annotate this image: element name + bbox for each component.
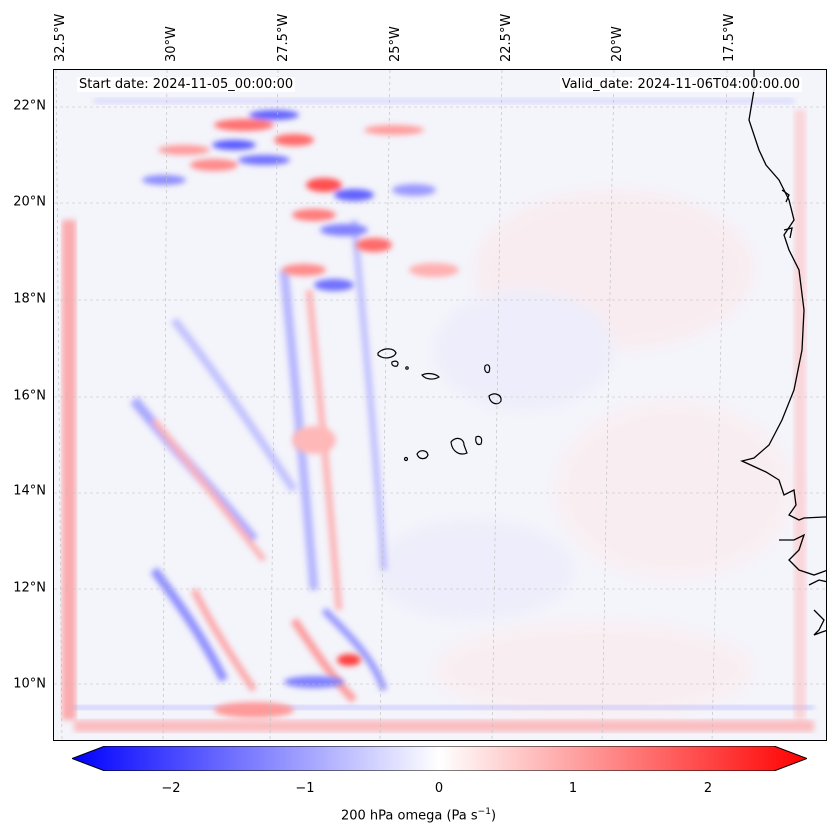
lat-label-20n: 20°N bbox=[13, 194, 46, 210]
lon-label-17-5w: 17.5°W bbox=[722, 13, 737, 62]
colorbar-tick-1: 1 bbox=[568, 781, 578, 796]
map-panel bbox=[53, 69, 827, 741]
lat-label-10n: 10°N bbox=[13, 676, 46, 692]
omega-field bbox=[54, 70, 826, 740]
colorbar-tick-minus1: −1 bbox=[295, 781, 315, 796]
valid-date-label: Valid_date: 2024-11-06T04:00:00.00 bbox=[559, 77, 802, 92]
colorbar-tick-2: 2 bbox=[703, 781, 713, 796]
lat-label-12n: 12°N bbox=[13, 580, 46, 596]
lat-label-14n: 14°N bbox=[13, 483, 46, 499]
lat-label-22n: 22°N bbox=[13, 98, 46, 114]
lon-label-25w: 25°W bbox=[388, 26, 403, 62]
lon-label-27-5w: 27.5°W bbox=[276, 13, 291, 62]
colorbar bbox=[72, 746, 807, 771]
lon-label-20w: 20°W bbox=[610, 26, 625, 62]
lon-label-22-5w: 22.5°W bbox=[499, 13, 514, 62]
lon-label-32-5w: 32.5°W bbox=[53, 13, 68, 62]
lat-label-18n: 18°N bbox=[13, 291, 46, 307]
lon-label-30w: 30°W bbox=[164, 26, 179, 62]
lat-label-16n: 16°N bbox=[13, 388, 46, 404]
colorbar-tick-0: 0 bbox=[434, 781, 444, 796]
colorbar-label: 200 hPa omega (Pa s−1) bbox=[340, 807, 497, 824]
start-date-label: Start date: 2024-11-05_00:00:00 bbox=[77, 77, 296, 92]
colorbar-tick-minus2: −2 bbox=[161, 781, 181, 796]
